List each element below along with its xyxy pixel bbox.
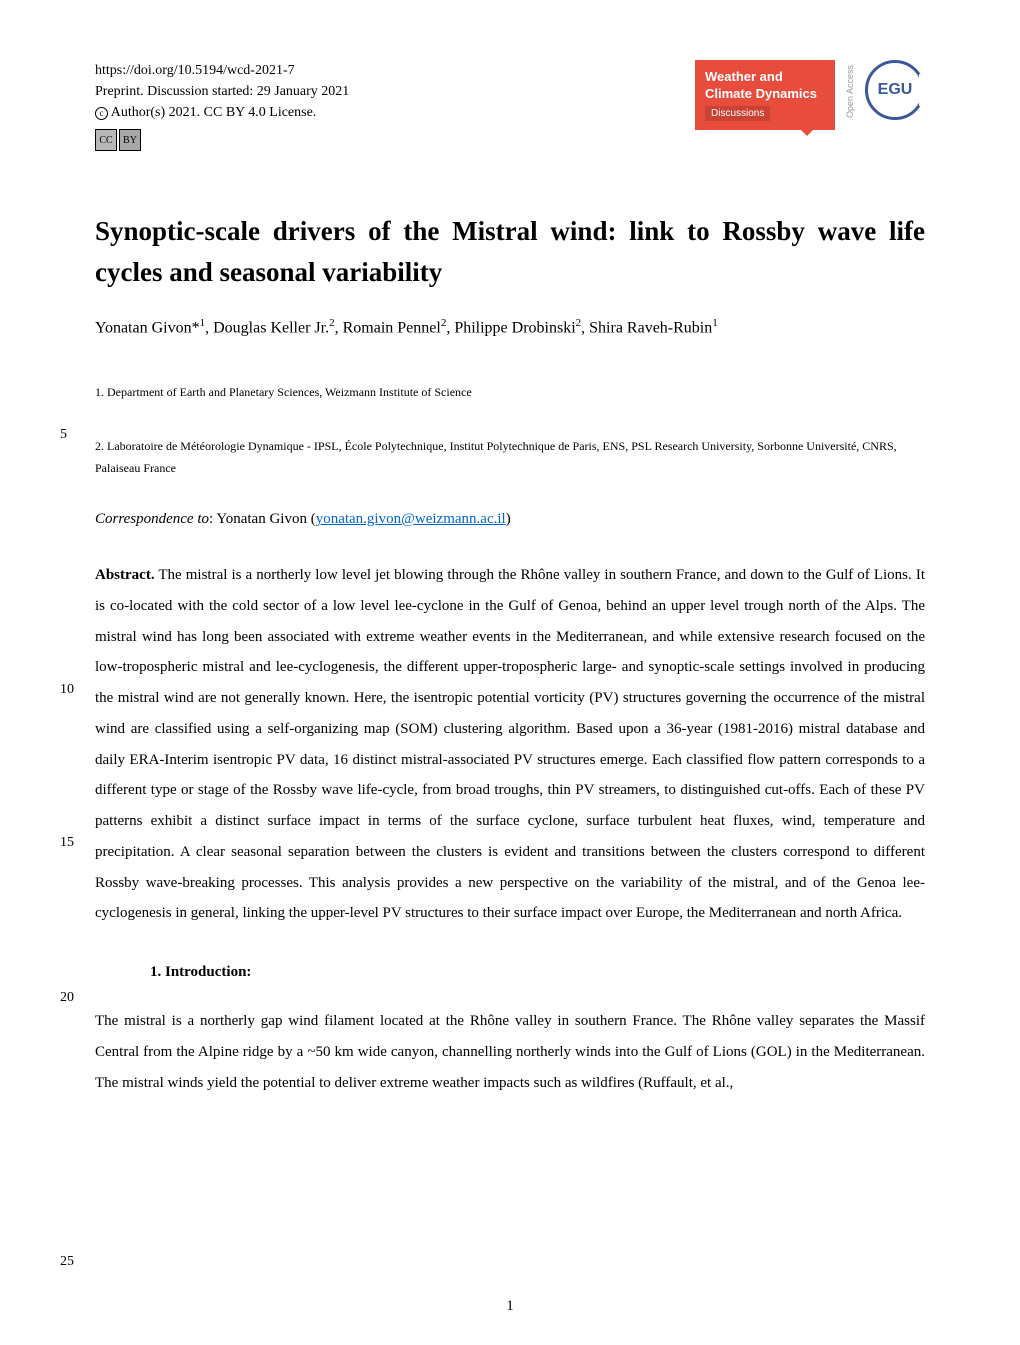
abstract-block: Abstract. The mistral is a northerly low… (95, 560, 925, 929)
affiliation-1: 1. Department of Earth and Planetary Sci… (95, 382, 925, 404)
author-5-affil: 1 (712, 317, 718, 329)
copyright-text: Author(s) 2021. CC BY 4.0 License. (111, 105, 317, 120)
intro-paragraph: The mistral is a northerly gap wind fila… (95, 1006, 925, 1098)
journal-name-line1: Weather and (705, 69, 825, 85)
line-number-10: 10 (60, 682, 74, 698)
authors-list: Yonatan Givon*1, Douglas Keller Jr.2, Ro… (95, 317, 925, 337)
egu-logo: EGU (865, 60, 925, 120)
author-2-affil: 2 (329, 317, 335, 329)
line-number-5: 5 (60, 427, 67, 443)
journal-branding: Weather and Climate Dynamics Discussions… (695, 60, 925, 130)
correspondence-label: Correspondence to (95, 511, 209, 527)
correspondence-email-link[interactable]: yonatan.givon@weizmann.ac.il (316, 511, 506, 527)
paper-title: Synoptic-scale drivers of the Mistral wi… (95, 211, 925, 292)
copyright-icon: c (95, 107, 108, 120)
open-access-label: Open Access (845, 65, 855, 118)
author-1: Yonatan Givon* (95, 319, 200, 336)
cc-icon: CC (95, 129, 117, 151)
preprint-text: Preprint. Discussion started: 29 January… (95, 81, 349, 102)
author-1-affil: 1 (200, 317, 206, 329)
correspondence-name: : Yonatan Givon ( (209, 511, 316, 527)
author-2: Douglas Keller Jr. (213, 319, 329, 336)
correspondence-block: Correspondence to: Yonatan Givon (yonata… (95, 511, 925, 528)
affiliation-2: 2. Laboratoire de Météorologie Dynamique… (95, 436, 925, 479)
section-1-heading: 1. Introduction: (150, 964, 925, 981)
journal-tab-icon (799, 128, 815, 136)
abstract-text: The mistral is a northerly low level jet… (95, 567, 925, 921)
author-4: Philippe Drobinski (454, 319, 575, 336)
copyright-line: c Author(s) 2021. CC BY 4.0 License. (95, 102, 349, 123)
by-icon: BY (119, 129, 141, 151)
correspondence-close: ) (506, 511, 511, 527)
author-3: Romain Pennel (343, 319, 441, 336)
journal-badge: Weather and Climate Dynamics Discussions (695, 60, 835, 130)
line-number-15: 15 (60, 835, 74, 851)
header-metadata: https://doi.org/10.5194/wcd-2021-7 Prepr… (95, 60, 349, 151)
paper-header: https://doi.org/10.5194/wcd-2021-7 Prepr… (95, 60, 925, 151)
author-4-affil: 2 (576, 317, 582, 329)
line-number-20: 20 (60, 990, 74, 1006)
page-number: 1 (506, 1298, 514, 1315)
author-5: Shira Raveh-Rubin (589, 319, 712, 336)
cc-license-badges: CC BY (95, 129, 349, 151)
journal-discussions: Discussions (705, 106, 770, 121)
journal-name-line2: Climate Dynamics (705, 86, 825, 102)
author-3-affil: 2 (441, 317, 447, 329)
doi-text: https://doi.org/10.5194/wcd-2021-7 (95, 60, 349, 81)
line-number-25: 25 (60, 1254, 74, 1270)
abstract-label: Abstract. (95, 567, 155, 583)
